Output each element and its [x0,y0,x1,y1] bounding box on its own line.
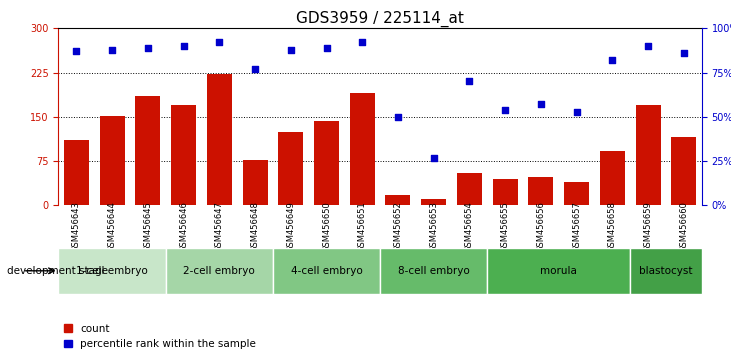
Text: GSM456648: GSM456648 [251,201,260,252]
Point [463,79,475,84]
Point [249,66,261,72]
Bar [529,177,553,205]
Text: GSM456654: GSM456654 [465,201,474,252]
Bar [630,248,702,294]
Text: 4-cell embryo: 4-cell embryo [291,266,363,276]
Bar [671,137,697,205]
Bar [421,199,446,205]
Point [321,45,333,51]
Bar [99,116,124,205]
Bar [314,121,339,205]
Bar [488,248,630,294]
Point [106,47,118,52]
Text: GSM456651: GSM456651 [357,201,367,252]
Text: GSM456645: GSM456645 [143,201,152,252]
Bar [273,248,380,294]
Text: GSM456647: GSM456647 [215,201,224,252]
Bar [385,195,411,205]
Point [571,109,583,114]
Bar [171,105,196,205]
Text: blastocyst: blastocyst [640,266,693,276]
Point [607,57,618,63]
Bar [64,141,89,205]
Text: GSM456644: GSM456644 [107,201,116,252]
Text: 1-cell embryo: 1-cell embryo [76,266,148,276]
Bar [564,182,589,205]
Point [213,40,225,45]
Bar [243,160,268,205]
Point [70,48,82,54]
Bar [600,151,625,205]
Text: GSM456650: GSM456650 [322,201,331,252]
Text: GSM456657: GSM456657 [572,201,581,252]
Point [357,40,368,45]
Point [499,107,511,113]
Bar [349,93,375,205]
Text: GSM456660: GSM456660 [679,201,689,252]
Point [678,50,690,56]
Legend: count, percentile rank within the sample: count, percentile rank within the sample [64,324,257,349]
Text: development stage: development stage [7,266,108,276]
Text: GSM456649: GSM456649 [287,201,295,252]
Bar [58,248,166,294]
Point [285,47,297,52]
Bar [279,132,303,205]
Point [392,114,404,120]
Bar [493,179,518,205]
Bar [457,173,482,205]
Text: GSM456655: GSM456655 [501,201,510,252]
Text: GSM456653: GSM456653 [429,201,438,252]
Bar [135,96,160,205]
Text: 8-cell embryo: 8-cell embryo [398,266,469,276]
Bar [207,74,232,205]
Point [428,155,439,160]
Point [535,102,547,107]
Bar [380,248,488,294]
Text: 2-cell embryo: 2-cell embryo [183,266,255,276]
Text: GSM456643: GSM456643 [72,201,81,252]
Title: GDS3959 / 225114_at: GDS3959 / 225114_at [296,11,464,27]
Text: GSM456652: GSM456652 [393,201,403,252]
Text: GSM456646: GSM456646 [179,201,188,252]
Bar [166,248,273,294]
Point [178,43,189,49]
Bar [636,105,661,205]
Text: GSM456656: GSM456656 [537,201,545,252]
Text: GSM456659: GSM456659 [644,201,653,252]
Point [643,43,654,49]
Point [142,45,154,51]
Text: morula: morula [540,266,577,276]
Text: GSM456658: GSM456658 [608,201,617,252]
